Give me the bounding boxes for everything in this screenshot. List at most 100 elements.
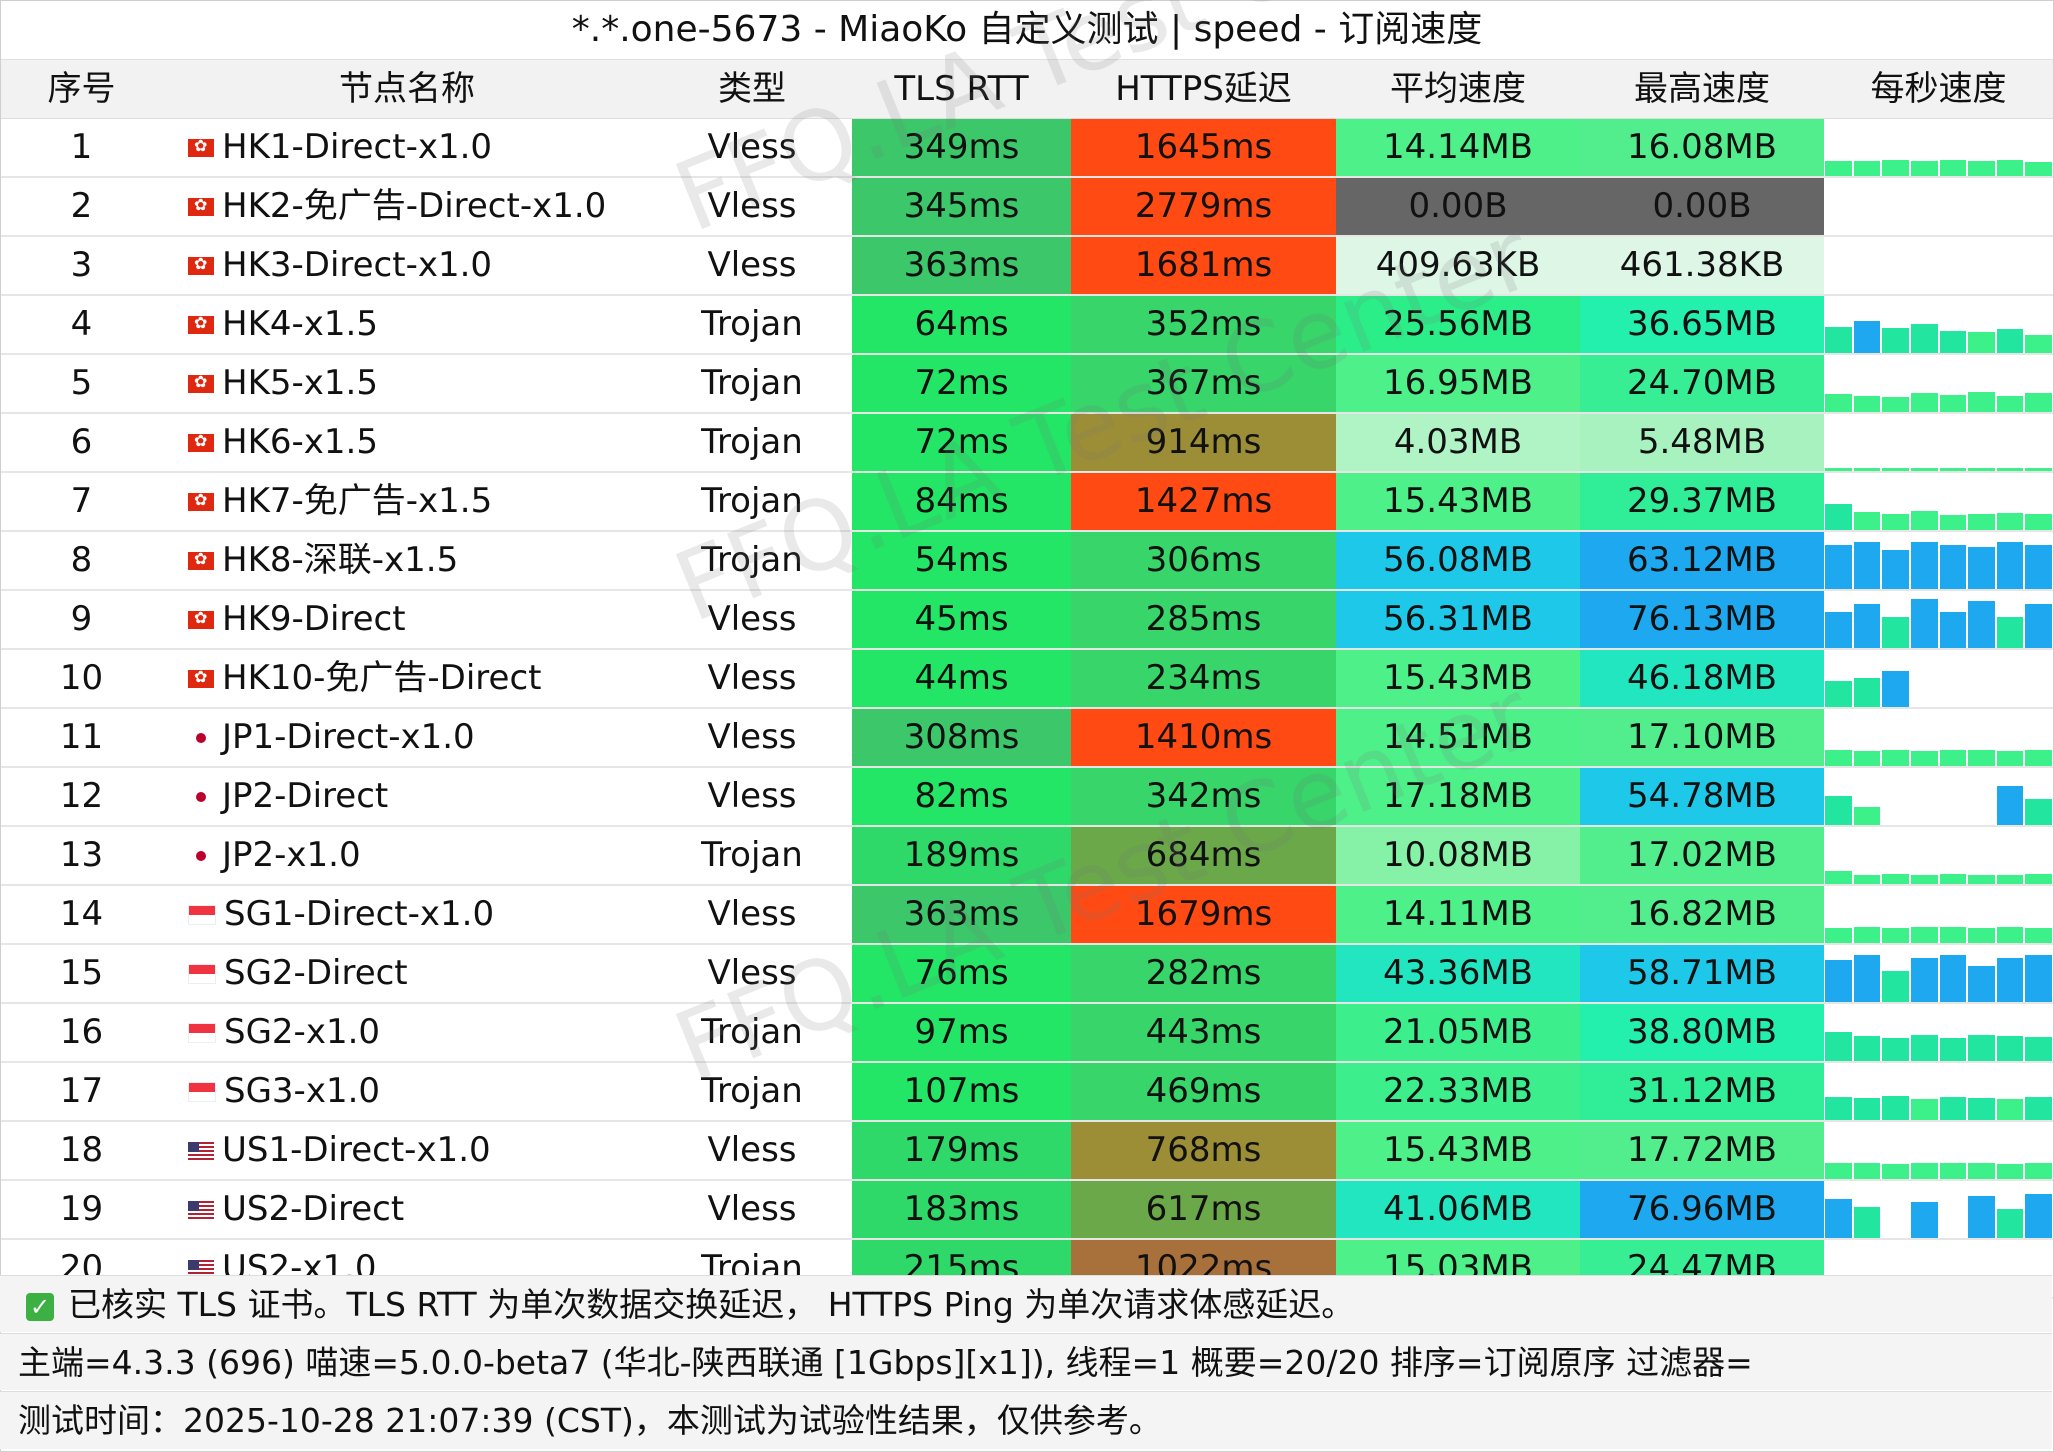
speed-bar [1825,504,1852,530]
table-row[interactable]: 15 SG2-Direct Vless 76ms 282ms 43.36MB 58.71MB [1,945,2053,1004]
table-row[interactable]: 17 SG3-x1.0 Trojan 107ms 469ms 22.33MB 31.12MB [1,1063,2053,1122]
table-row[interactable]: 13 JP2-x1.0 Trojan 189ms 684ms 10.08MB 17.02MB [1,827,2053,886]
speed-bar [2025,955,2052,1002]
node-name-cell: US2-Direct [162,1181,652,1238]
avg-speed: 14.11MB [1336,886,1580,943]
speed-bar [1968,601,1995,648]
footer-tls-note: ✓ 已核实 TLS 证书。TLS RTT 为单次数据交换延迟， HTTPS Pin… [0,1275,2052,1332]
row-index: 15 [59,953,104,993]
protocol-type: Vless [707,953,797,993]
speed-bar [1910,1035,1938,1061]
checkbox-checked-icon: ✓ [26,1292,54,1321]
tls-rtt: 44ms [852,650,1071,707]
row-index: 1 [70,127,93,167]
table-row[interactable]: 3 HK3-Direct-x1.0 Vless 363ms1681ms409.63KB… [1,237,2053,296]
table-row[interactable]: 2HK2-免广告-Direct-x1.0Vless345ms2779ms0.00… [1,178,2053,237]
speed-bar [1939,1038,1967,1061]
speed-bar [1996,786,2024,825]
speed-bar [2025,514,2052,530]
table-row[interactable]: 11 JP1-Direct-x1.0 Vless 308ms 1410ms 14.51MB… [1,709,2053,768]
header-per-second-speed: 每秒速度 [1870,69,2007,109]
row-index: 6 [70,422,93,462]
table-row[interactable]: 12 JP2-Direct Vless 82ms 342ms 17.18MB 54.78MB [1,768,2053,827]
speed-bar [2025,335,2052,353]
protocol-type: Vless [707,894,797,934]
speed-bar [1939,160,1967,176]
avg-speed: 21.05MB [1336,1004,1580,1061]
speed-bar [1825,928,1852,943]
tls-rtt: 345ms [852,178,1071,235]
row-index: 8 [70,540,93,580]
node-name-cell: SG1-Direct-x1.0 [162,886,652,943]
https-latency: 352ms [1071,296,1336,353]
speed-bar [1853,955,1881,1002]
speed-bar [1996,875,2024,884]
speed-sparkline [1824,945,2053,1002]
speed-bar [1825,1032,1852,1061]
speed-bar [2025,545,2052,589]
speed-sparkline [1824,827,2053,884]
speed-bar [1968,161,1995,176]
table-row[interactable]: 8 HK8-深联-x1.5 Trojan 54ms306ms56.08MB63.12M… [1,532,2053,591]
max-speed: 38.80MB [1580,1004,1824,1061]
tls-rtt: 72ms [852,355,1071,412]
speed-bar [1853,751,1881,766]
speed-bar [1882,1096,1909,1120]
table-row[interactable]: 14 SG1-Direct-x1.0 Vless 363ms 1679ms 14.11MB… [1,886,2053,945]
speed-sparkline [1824,1122,2053,1179]
speed-bar [1910,542,1938,589]
https-latency: 306ms [1071,532,1336,589]
speed-bar [1910,875,1938,884]
tls-rtt: 97ms [852,1004,1071,1061]
node-name: HK6-x1.5 [222,422,378,462]
speed-bar [1996,329,2024,353]
node-name-cell: HK10-免广告-Direct [162,650,652,707]
https-latency: 469ms [1071,1063,1336,1120]
node-name-cell: US1-Direct-x1.0 [162,1122,652,1179]
row-index: 17 [59,1071,104,1111]
speed-bar [1853,807,1881,825]
node-name: US2-Direct [222,1189,405,1229]
avg-speed: 409.63KB [1336,237,1580,294]
protocol-type: Trojan [701,363,803,403]
node-name: US1-Direct-x1.0 [222,1130,491,1170]
max-speed: 461.38KB [1580,237,1824,294]
table-row[interactable]: 19 US2-Direct Vless 183ms 617ms 41.06MB 76.96M… [1,1181,2053,1240]
node-name-cell: SG3-x1.0 [162,1063,652,1120]
tls-rtt: 179ms [852,1122,1071,1179]
protocol-type: Vless [707,127,797,167]
table-row[interactable]: 16 SG2-x1.0 Trojan 97ms 443ms 21.05MB 38.80MB [1,1004,2053,1063]
table-row[interactable]: 7 HK7-免广告-x1.5 Trojan 84ms1427ms15.43MB29.3… [1,473,2053,532]
speed-bar [1968,1035,1995,1061]
max-speed: 36.65MB [1580,296,1824,353]
https-latency: 684ms [1071,827,1336,884]
speed-bar [1825,612,1852,648]
speed-sparkline [1824,119,2053,176]
tls-rtt: 72ms [852,414,1071,471]
max-speed: 76.96MB [1580,1181,1824,1238]
node-name-cell: JP2-Direct [162,768,652,825]
table-row[interactable]: 18 US1-Direct-x1.0 Vless 179ms 768ms 15.43MB 1… [1,1122,2053,1181]
header-tls-rtt: TLS RTT [894,69,1029,109]
speed-bar [1939,515,1967,530]
node-name: HK3-Direct-x1.0 [222,245,493,285]
flag-jp-icon [188,787,214,806]
node-name: HK7-免广告-x1.5 [222,481,493,521]
speed-bar [1939,874,1967,884]
row-index: 16 [59,1012,104,1052]
speed-bar [1825,681,1852,707]
node-name: JP2-Direct [222,776,389,816]
https-latency: 1645ms [1071,119,1336,176]
speed-bar [1910,393,1938,412]
speed-bar [1853,161,1881,176]
node-name-cell: HK7-免广告-x1.5 [162,473,652,530]
table-row[interactable]: 1 HK1-Direct-x1.0 Vless 349ms1645ms14.14MB1… [1,119,2053,178]
table-row[interactable]: 10 HK10-免广告-Direct Vless 44ms234ms15.43MB46… [1,650,2053,709]
flag-sg-icon [188,1081,216,1102]
speed-bar [1996,1164,2024,1179]
